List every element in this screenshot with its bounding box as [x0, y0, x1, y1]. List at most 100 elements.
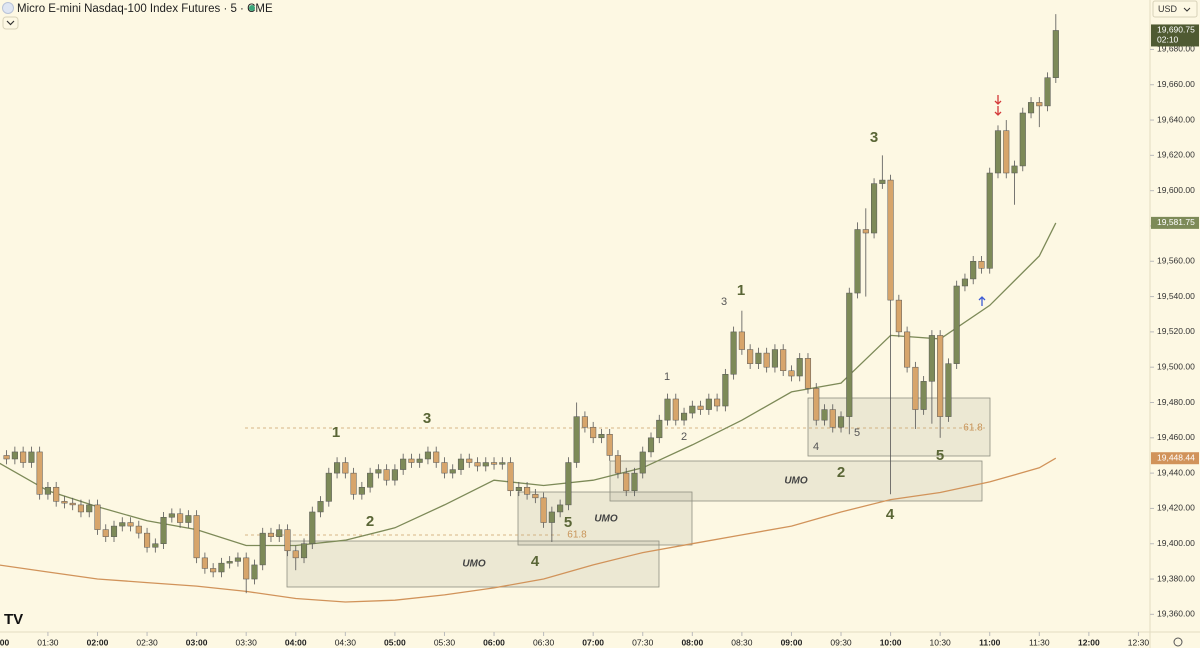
candle-body: [243, 557, 250, 580]
x-tick-label: 02:30: [136, 637, 158, 647]
zone-label: UMO: [462, 559, 486, 570]
candle-body: [1027, 102, 1035, 114]
candle-body: [102, 529, 109, 537]
y-tick-label: 19,540.00: [1157, 291, 1195, 301]
candle-body: [499, 462, 506, 465]
x-tick-label: 06:30: [533, 637, 555, 647]
wave-label: 4: [531, 553, 540, 570]
candle-body: [961, 278, 968, 287]
candle-body: [325, 472, 332, 502]
candle-body: [234, 557, 241, 562]
candle-body: [400, 458, 407, 470]
candle-body: [127, 522, 134, 527]
candle-body: [210, 568, 217, 573]
candle-body: [887, 179, 894, 301]
candle-body: [771, 349, 778, 368]
candle-body: [796, 358, 803, 377]
price-label-box: [1151, 216, 1199, 229]
wave-label: 3: [721, 296, 727, 308]
price-label-box: [1151, 452, 1199, 465]
candle-body: [69, 502, 76, 506]
candle-body: [804, 358, 812, 389]
candle-body: [144, 532, 151, 548]
price-label: 19,690.75: [1157, 25, 1195, 35]
candle-body: [540, 497, 547, 523]
candle-body: [77, 504, 85, 513]
candle-body: [532, 494, 539, 499]
candle-body: [986, 172, 993, 269]
collapse-button[interactable]: [2, 16, 19, 30]
y-tick-label: 19,560.00: [1157, 256, 1195, 266]
status-dot: [249, 5, 255, 11]
candle-body: [647, 437, 655, 453]
candle-body: [581, 416, 588, 428]
candle-body: [945, 363, 952, 417]
countdown: 02:10: [1157, 35, 1179, 45]
x-tick-label: 11:00: [979, 637, 1001, 647]
candle-body: [730, 331, 737, 375]
candle-body: [267, 532, 275, 537]
wave-label: 5: [564, 514, 572, 531]
y-tick-label: 19,640.00: [1157, 114, 1195, 124]
fib-label: 61.8: [963, 423, 983, 434]
candle-body: [565, 462, 572, 506]
currency-button[interactable]: [1152, 0, 1198, 18]
candle-body: [1011, 165, 1018, 174]
candle-body: [524, 486, 531, 495]
x-tick-label: 01:00: [0, 637, 9, 647]
candle-body: [664, 398, 671, 421]
candle-body: [606, 434, 613, 456]
candle-body: [375, 469, 382, 474]
candle-body: [110, 525, 118, 537]
settings-icon[interactable]: [1173, 637, 1183, 647]
x-tick-label: 01:30: [37, 637, 59, 647]
candle-body: [94, 504, 101, 530]
y-tick-label: 19,420.00: [1157, 503, 1195, 513]
x-tick-label: 08:30: [731, 637, 753, 647]
candle-body: [86, 504, 93, 513]
chevron: [1183, 7, 1191, 12]
candle-body: [53, 486, 60, 502]
candle-body: [705, 398, 712, 410]
x-tick-label: 09:30: [830, 637, 852, 647]
candle-body: [119, 522, 126, 527]
candle-body: [763, 352, 770, 368]
candle-body: [912, 366, 919, 410]
candle-body: [970, 261, 977, 280]
wave-label: 3: [423, 410, 431, 427]
y-tick-label: 19,380.00: [1157, 573, 1195, 583]
wave-label: 2: [681, 431, 687, 443]
x-tick-label: 10:00: [880, 637, 902, 647]
candle-body: [747, 349, 754, 364]
candle-body: [334, 462, 341, 474]
candle-body: [928, 335, 935, 382]
y-tick-label: 19,620.00: [1157, 150, 1195, 160]
price-label: 19,581.75: [1157, 217, 1195, 227]
candle-body: [920, 381, 927, 410]
candle-body: [994, 130, 1002, 174]
wave-label: 4: [886, 506, 895, 523]
candle-body: [218, 562, 225, 573]
wave-label: 1: [737, 282, 745, 299]
candle-body: [44, 486, 51, 495]
wave-label: 3: [870, 129, 878, 146]
x-tick-label: 08:00: [681, 637, 703, 647]
candle-body: [36, 451, 43, 495]
candle-body: [862, 229, 869, 234]
fib-label: 61.8: [567, 530, 587, 541]
candle-body: [433, 451, 440, 463]
y-tick-label: 19,360.00: [1157, 609, 1195, 619]
candle-body: [656, 419, 663, 439]
candle-body: [1044, 77, 1051, 107]
candle-body: [474, 462, 481, 467]
candle-body: [1036, 102, 1043, 107]
candle-body: [342, 462, 349, 474]
y-tick-label: 19,480.00: [1157, 397, 1195, 407]
candle-body: [482, 462, 489, 467]
zone-label: UMO: [784, 476, 808, 487]
candle-body: [895, 299, 902, 333]
x-tick-label: 10:30: [930, 637, 952, 647]
candle-body: [160, 517, 167, 544]
